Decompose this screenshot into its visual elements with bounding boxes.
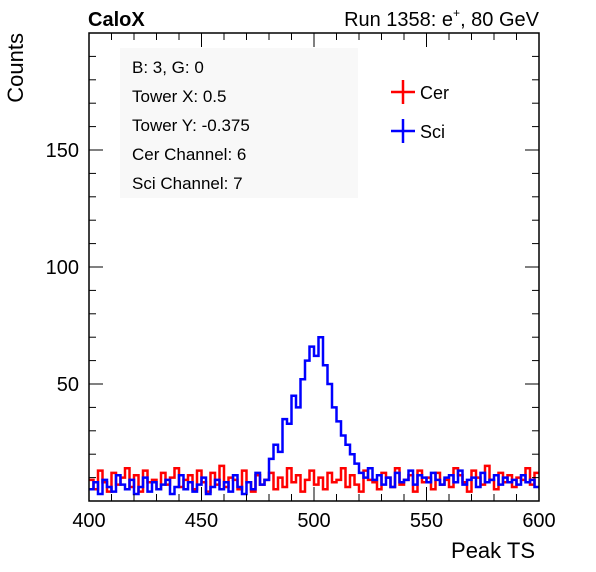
info-box-line: B: 3, G: 0 <box>132 58 204 77</box>
legend-cer-label: Cer <box>420 83 449 103</box>
x-tick-label: 600 <box>522 510 555 532</box>
x-tick-label: 400 <box>72 510 105 532</box>
header-right-title-prefix: Run 1358: e <box>344 9 453 31</box>
header-right-title-suffix: , 80 GeV <box>460 9 540 31</box>
y-axis-label: Counts <box>3 33 28 103</box>
x-tick-label: 550 <box>410 510 443 532</box>
x-tick-label: 500 <box>297 510 330 532</box>
header-right-title: Run 1358: e+, 80 GeV <box>344 6 540 31</box>
y-tick-label: 150 <box>46 140 79 162</box>
info-box-line: Tower X: 0.5 <box>132 87 227 106</box>
info-box-background <box>120 48 358 198</box>
series-line-sci <box>89 335 539 496</box>
header-left-title: CaloX <box>88 9 145 31</box>
x-tick-label: 450 <box>185 510 218 532</box>
axes-layer: 400 450 500 550 600 50 100 150 <box>46 32 556 532</box>
y-tick-label: 50 <box>57 374 79 396</box>
info-box-line: Cer Channel: 6 <box>132 145 246 164</box>
legend: Cer Sci <box>391 80 449 143</box>
legend-sci-label: Sci <box>420 122 445 142</box>
x-axis-label: Peak TS <box>451 538 535 563</box>
info-box-line: Sci Channel: 7 <box>132 174 243 193</box>
info-box-line: Tower Y: -0.375 <box>132 116 250 135</box>
series-layer <box>89 335 539 496</box>
header-right-title-sup: + <box>453 6 460 20</box>
y-tick-label: 100 <box>46 257 79 279</box>
